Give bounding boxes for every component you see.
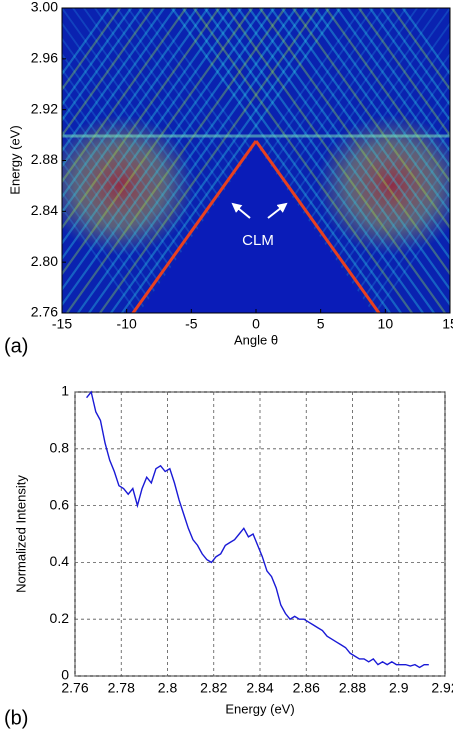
heat-stripe — [62, 8, 254, 276]
heat-stripe — [62, 8, 243, 261]
heat-stripe — [62, 191, 150, 313]
heat-stripe — [296, 98, 450, 313]
y-tick-label: 0.6 — [50, 496, 70, 512]
heat-glow — [62, 115, 195, 255]
x-tick-label: 2.92 — [431, 680, 453, 696]
y-tick-label: 0.8 — [50, 440, 70, 456]
y-axis-label: Normalized Intensity — [13, 475, 28, 593]
heatmap-image — [62, 8, 450, 313]
heat-stripe — [170, 8, 392, 313]
annotation-arrow — [267, 202, 288, 219]
x-tick-label: 2.82 — [200, 680, 227, 696]
data-line — [86, 390, 429, 669]
x-tick-label: 2.88 — [339, 680, 366, 696]
x-tick-label: 15 — [442, 316, 453, 332]
heat-stripe — [62, 8, 276, 307]
x-axis-label: Energy (eV) — [225, 701, 294, 716]
heat-stripe — [62, 8, 166, 153]
y-tick-label: 0 — [61, 667, 69, 683]
heat-stripe — [76, 8, 298, 313]
heat-stripe — [351, 175, 450, 313]
y-tick-label: 0.4 — [50, 553, 70, 569]
y-tick-label: 3.00 — [31, 0, 58, 15]
heat-stripe — [269, 8, 450, 261]
heat-stripe — [98, 8, 320, 313]
heat-stripe — [62, 129, 194, 313]
y-tick-label: 2.84 — [31, 202, 58, 218]
x-tick-label: 2.84 — [246, 680, 273, 696]
heat-stripe — [362, 191, 450, 313]
heat-stripe — [181, 8, 403, 313]
heat-stripe — [214, 8, 436, 313]
x-axis-label: Angle θ — [234, 332, 278, 347]
heat-stripe — [62, 8, 177, 169]
heat-stripe — [65, 8, 287, 313]
heat-glow — [317, 115, 450, 255]
heat-stripe — [203, 8, 425, 313]
heat-stripe — [280, 8, 450, 245]
panel-label: (a) — [4, 335, 28, 357]
x-tick-label: 2.8 — [158, 680, 178, 696]
y-tick-label: 0.2 — [50, 610, 70, 626]
heat-stripe — [307, 114, 450, 313]
heat-stripe — [62, 114, 205, 313]
x-tick-label: 2.78 — [108, 680, 135, 696]
heat-stripe — [87, 8, 309, 313]
heat-stripe — [373, 206, 450, 313]
x-tick-label: 0 — [252, 316, 260, 332]
heat-stripe — [329, 145, 450, 313]
heat-stripe — [62, 206, 139, 313]
heat-stripe — [62, 8, 210, 215]
heat-stripe — [62, 8, 232, 245]
panel-label: (b) — [4, 707, 28, 729]
heat-stripe — [62, 8, 221, 230]
heat-stripe — [62, 145, 183, 313]
heat-stripe — [225, 8, 447, 313]
heat-stripe — [340, 160, 450, 313]
x-tick-label: -10 — [117, 316, 137, 332]
y-tick-label: 2.76 — [31, 304, 58, 320]
heat-stripe — [62, 8, 265, 292]
heat-stripe — [62, 175, 161, 313]
annotation-arrow — [231, 202, 251, 219]
heat-stripe — [62, 160, 172, 313]
heat-branch — [131, 140, 258, 313]
heat-stripe — [62, 8, 199, 199]
heat-stripe — [258, 8, 450, 276]
x-tick-label: -15 — [52, 316, 72, 332]
x-tick-label: 2.86 — [293, 680, 320, 696]
y-tick-label: 1 — [61, 383, 69, 399]
heat-stripe — [192, 8, 414, 313]
heat-stripe — [236, 8, 450, 307]
heat-branch — [254, 140, 381, 313]
y-tick-label: 2.92 — [31, 100, 58, 116]
annotation: CLM — [242, 232, 274, 249]
heat-stripe — [302, 8, 450, 215]
heat-stripe — [324, 8, 450, 184]
x-tick-label: 5 — [317, 316, 325, 332]
x-tick-label: 2.76 — [61, 680, 88, 696]
x-tick-label: -5 — [185, 316, 198, 332]
heat-stripe — [62, 8, 188, 184]
y-tick-label: 2.88 — [31, 151, 58, 167]
heat-stripe — [247, 8, 450, 292]
heat-stripe — [318, 129, 450, 313]
y-tick-label: 2.80 — [31, 253, 58, 269]
heat-stripe — [109, 8, 331, 313]
y-tick-label: 2.96 — [31, 50, 58, 66]
y-axis-label: Energy (eV) — [7, 125, 22, 194]
heat-stripe — [120, 8, 342, 313]
heat-stripe — [335, 8, 450, 169]
heat-stripe — [346, 8, 450, 153]
x-tick-label: 10 — [378, 316, 394, 332]
heat-stripe — [291, 8, 450, 230]
heat-stripe — [62, 98, 216, 313]
heat-gap — [139, 145, 373, 313]
x-tick-label: 2.9 — [389, 680, 409, 696]
heat-stripe — [313, 8, 450, 199]
